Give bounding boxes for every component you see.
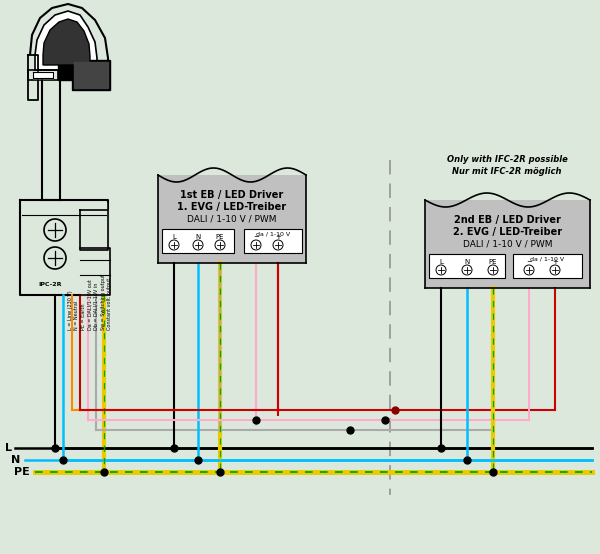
Circle shape xyxy=(169,240,179,250)
Text: N: N xyxy=(11,455,20,465)
Text: PE = Earth: PE = Earth xyxy=(81,304,86,330)
Polygon shape xyxy=(28,70,58,80)
Text: Constant volt. output: Constant volt. output xyxy=(107,278,112,330)
Polygon shape xyxy=(20,200,108,295)
Polygon shape xyxy=(244,229,302,253)
Polygon shape xyxy=(22,202,106,215)
Polygon shape xyxy=(43,19,90,65)
Polygon shape xyxy=(42,80,60,200)
Circle shape xyxy=(550,265,560,275)
Polygon shape xyxy=(80,210,108,250)
Polygon shape xyxy=(429,254,505,278)
Polygon shape xyxy=(80,248,110,295)
Polygon shape xyxy=(33,72,53,78)
Text: 1st EB / LED Driver: 1st EB / LED Driver xyxy=(181,190,284,200)
Text: L: L xyxy=(172,234,176,240)
Text: 2nd EB / LED Driver: 2nd EB / LED Driver xyxy=(454,215,561,225)
Text: da / 1-10 V: da / 1-10 V xyxy=(256,232,290,237)
Text: −: − xyxy=(526,259,532,265)
Circle shape xyxy=(44,247,66,269)
Polygon shape xyxy=(72,60,110,90)
Circle shape xyxy=(44,219,66,241)
Text: Da = DALI/1-10V out: Da = DALI/1-10V out xyxy=(88,279,92,330)
Polygon shape xyxy=(35,11,97,70)
Polygon shape xyxy=(58,65,72,80)
Text: Sw = Switching output: Sw = Switching output xyxy=(101,274,106,330)
Polygon shape xyxy=(28,55,38,100)
Circle shape xyxy=(273,240,283,250)
Polygon shape xyxy=(425,200,590,288)
Polygon shape xyxy=(513,254,582,278)
Polygon shape xyxy=(30,4,108,75)
Text: da / 1-10 V: da / 1-10 V xyxy=(530,257,565,261)
Polygon shape xyxy=(162,229,234,253)
Text: L: L xyxy=(439,259,443,265)
Text: +: + xyxy=(275,234,281,240)
Text: PE: PE xyxy=(489,259,497,265)
Text: N: N xyxy=(196,234,200,240)
Circle shape xyxy=(251,240,261,250)
Text: PE: PE xyxy=(14,467,30,477)
Text: DALI / 1-10 V / PWM: DALI / 1-10 V / PWM xyxy=(187,214,277,223)
Text: −: − xyxy=(253,234,259,240)
Text: Nur mit IFC-2R möglich: Nur mit IFC-2R möglich xyxy=(452,167,562,177)
Circle shape xyxy=(436,265,446,275)
Text: +: + xyxy=(552,259,558,265)
Text: Only with IFC-2R possible: Only with IFC-2R possible xyxy=(446,156,568,165)
Text: L = Line (230 V): L = Line (230 V) xyxy=(68,290,73,330)
Text: DALI / 1-10 V / PWM: DALI / 1-10 V / PWM xyxy=(463,239,552,249)
Circle shape xyxy=(488,265,498,275)
Text: N = Neutral: N = Neutral xyxy=(74,301,79,330)
Text: L: L xyxy=(5,443,12,453)
Text: 2. EVG / LED-Treiber: 2. EVG / LED-Treiber xyxy=(453,227,562,237)
Text: IPC-2R: IPC-2R xyxy=(38,283,62,288)
Circle shape xyxy=(524,265,534,275)
Text: 1. EVG / LED-Treiber: 1. EVG / LED-Treiber xyxy=(178,202,287,212)
Circle shape xyxy=(193,240,203,250)
Circle shape xyxy=(215,240,225,250)
Text: PE: PE xyxy=(216,234,224,240)
Polygon shape xyxy=(158,175,306,263)
Text: Db = DALI/1-10V in: Db = DALI/1-10V in xyxy=(94,283,99,330)
Text: N: N xyxy=(464,259,470,265)
Polygon shape xyxy=(74,62,108,88)
Circle shape xyxy=(462,265,472,275)
